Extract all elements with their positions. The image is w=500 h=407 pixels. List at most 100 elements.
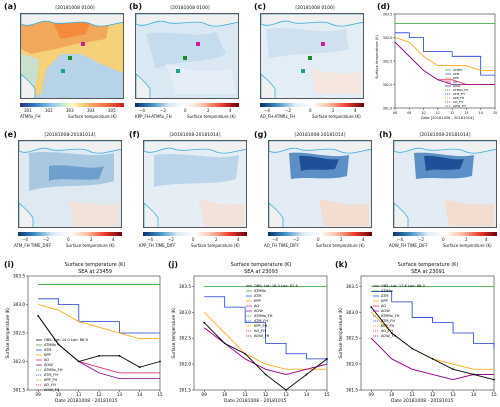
- obs-point: [472, 373, 475, 376]
- station-marker: [301, 69, 305, 73]
- y-tick-label: 302.5: [13, 331, 25, 336]
- colorbar-tick: 2: [465, 237, 468, 242]
- obs-point: [138, 366, 141, 369]
- x-tick-label: 14: [137, 392, 143, 397]
- y-tick-label: 302.5: [179, 336, 191, 341]
- obs-point: [203, 321, 206, 324]
- chart-d: 08 09 10 11 12 13 14 15 301.5 302.0 302.5 303.0 303.…: [383, 13, 497, 116]
- legend-label: AOW_FH: [381, 334, 397, 338]
- legend-label: ATM: [453, 72, 460, 76]
- obs-point: [370, 306, 373, 308]
- series-line-kpp: [394, 37, 495, 71]
- colorbar-tick: 2: [215, 237, 218, 242]
- legend-label: ATM_FH: [453, 92, 465, 96]
- colorbar-tick: 2: [332, 108, 335, 113]
- obs-point: [452, 368, 454, 371]
- panel-title: [20181008-20181014]: [44, 133, 96, 138]
- obs-point: [223, 342, 226, 345]
- panel-title: [20181008-20181014]: [419, 133, 471, 138]
- colorbar-tick: −2: [418, 237, 424, 242]
- y-tick-label: 303.5: [13, 274, 25, 279]
- y-tick-label: 303.0: [13, 302, 25, 307]
- panel-h: (h) [20181008-20181014] −4 −2 0 2 4 AOW_…: [375, 128, 500, 255]
- legend-label: ATMfix: [453, 68, 463, 72]
- x-tick-label: 13: [450, 392, 456, 397]
- legend-label: ATMfix_FH: [44, 368, 63, 372]
- legend-label: AOW: [453, 84, 460, 88]
- panel-e: (e) [20181008-20181014] −4 −2 0 2 4 ATM_…: [0, 128, 125, 255]
- colorbar-tick: 0: [317, 237, 320, 242]
- legend-label: AO: [453, 80, 458, 84]
- colorbar-tick: −4: [139, 108, 145, 113]
- panel-tag: (i): [4, 260, 15, 269]
- colorbar-right-label: Surface temperature (K): [316, 243, 365, 248]
- x-tick-label: 09: [407, 111, 411, 115]
- legend-label: ATM_FH: [254, 319, 268, 323]
- plot-frame: [394, 13, 496, 109]
- colorbar: [260, 103, 364, 107]
- station-marker: [176, 69, 180, 73]
- colorbar-left-label: ATMfix_FH: [20, 114, 41, 119]
- colorbar-tick: 2: [90, 237, 93, 242]
- legend-label: OBS; Lat: 17.6 Lon: 88.3: [381, 284, 425, 288]
- obs-point: [264, 373, 267, 376]
- legend-label: AO_FH: [453, 100, 463, 104]
- panel-tag: (j): [168, 260, 179, 269]
- obs-point: [98, 354, 100, 357]
- panel-tag: (c): [254, 2, 267, 11]
- map-plot: [20, 13, 124, 99]
- station-marker: [61, 69, 65, 73]
- y-tick-label: 302.0: [13, 359, 25, 364]
- colorbar-tick: 2: [340, 237, 343, 242]
- x-tick-label: 11: [242, 392, 248, 397]
- legend-label: AOW: [44, 363, 53, 367]
- colorbar: [143, 232, 247, 236]
- y-tick-label: 303.5: [383, 13, 392, 17]
- colorbar: [393, 232, 497, 236]
- x-tick-label: 11: [436, 111, 440, 115]
- axis-x-label: Date [20181008 - 20181014]: [421, 116, 474, 120]
- chart-i: 09 10 11 12 13 14 15 301.5 302.0 302.5 303.0 303.5 O…: [5, 274, 163, 398]
- legend-label: ATMfix_FH: [254, 314, 273, 318]
- colorbar-right-label: Surface temperature (K): [66, 243, 115, 248]
- series-line-atm: [371, 291, 495, 349]
- panel-tag: (b): [129, 2, 143, 11]
- axis-x-label: Date 20181008 - 20181015: [55, 399, 118, 404]
- colorbar-tick: −2: [43, 237, 49, 242]
- obs-point: [411, 347, 414, 350]
- legend-label: AOW: [381, 309, 390, 313]
- legend-label: KPP_FH: [44, 378, 58, 382]
- y-axis-label: Surface temperature (K): [338, 307, 343, 358]
- legend-label: OBS; Lat: 14.0 Lon: 86.9: [44, 338, 88, 342]
- chart-title: Surface temperature (K): [397, 262, 459, 268]
- colorbar: [135, 103, 239, 107]
- legend-label: AO: [254, 304, 259, 308]
- series-line-atm: [38, 298, 160, 334]
- x-tick-label: 14: [479, 111, 483, 115]
- y-tick-label: 302.0: [179, 362, 191, 367]
- legend-label: ATMfix_FH: [381, 314, 400, 318]
- panel-i: (i) Surface temperature (K) SEA at 23459…: [0, 258, 166, 407]
- legend-label: KPP: [254, 299, 262, 303]
- map-plot: [143, 140, 247, 228]
- map-plot: [135, 13, 239, 99]
- legend-label: OBS; Lat: 18.3 Lon: 87.5: [254, 284, 298, 288]
- station-marker: [196, 42, 200, 46]
- axis-y-label: Surface temperature (K): [374, 35, 379, 79]
- colorbar-tick: −4: [264, 108, 270, 113]
- x-tick-label: 11: [76, 392, 82, 397]
- y-tick-label: 302.5: [346, 336, 358, 341]
- colorbar-tick: 0: [442, 237, 445, 242]
- colorbar-tick: 4: [112, 237, 115, 242]
- map-plot: [268, 140, 372, 228]
- colorbar-tick: 301: [24, 108, 32, 113]
- chart-k: 09 10 11 12 13 14 15 301.5 302.0 302.5 303.0 303.5 O…: [338, 275, 497, 397]
- x-tick-label: 08: [393, 111, 397, 115]
- obs-point: [326, 358, 328, 360]
- series-line-atm: [204, 296, 328, 365]
- x-tick-label: 10: [56, 392, 62, 397]
- obs-point: [305, 373, 308, 376]
- colorbar-tick: 305: [108, 108, 116, 113]
- obs-point: [159, 360, 161, 363]
- panel-b: (b) [20181008 0100] −4 −2 0 2 4 KPP_FH-A…: [125, 0, 250, 125]
